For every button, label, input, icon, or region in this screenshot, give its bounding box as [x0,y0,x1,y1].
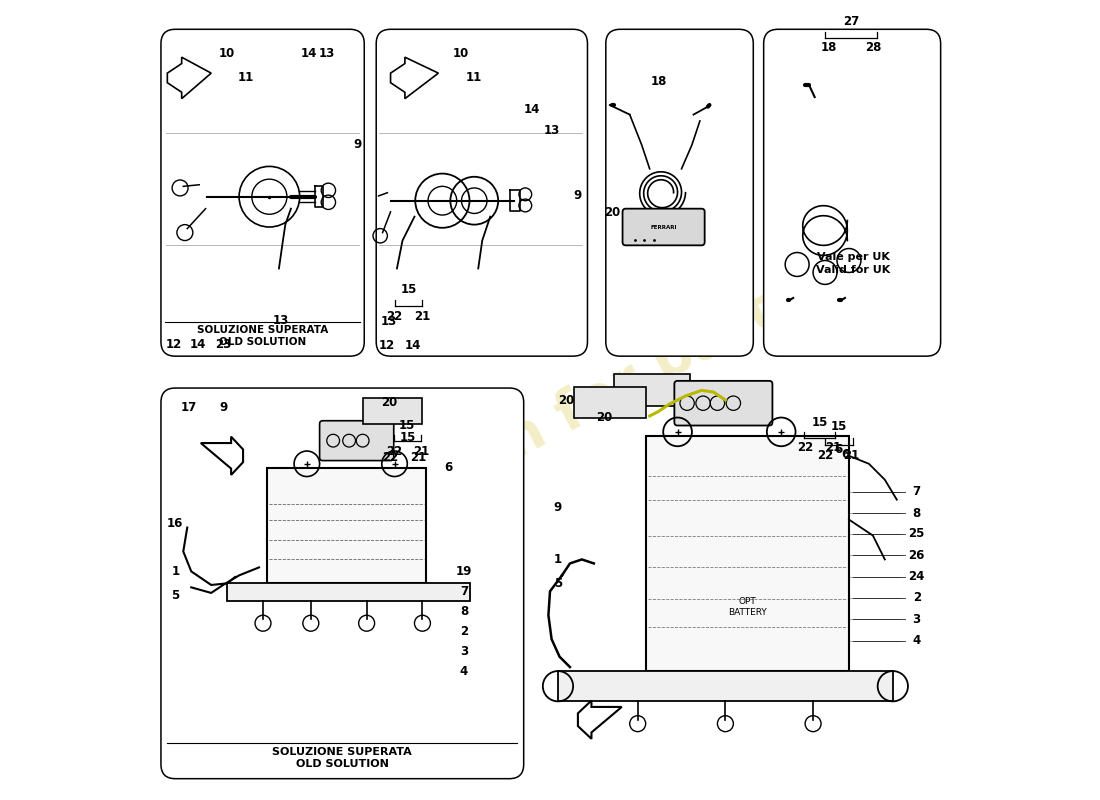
Text: 24: 24 [909,570,925,583]
Polygon shape [167,57,211,98]
Text: 14: 14 [189,338,206,350]
Text: passion for parts: passion for parts [318,267,814,565]
Text: 16: 16 [167,517,184,530]
Text: 5: 5 [553,577,562,590]
Text: FERRARI: FERRARI [651,225,678,230]
Text: 7: 7 [913,485,921,498]
Text: 7: 7 [460,585,467,598]
Text: 27: 27 [843,15,859,29]
Text: Vale per UK: Vale per UK [816,251,890,262]
Text: 20: 20 [558,394,574,406]
Polygon shape [578,701,621,739]
Text: 11: 11 [466,70,483,84]
Polygon shape [201,437,243,475]
Text: SOLUZIONE SUPERATA: SOLUZIONE SUPERATA [197,325,328,335]
Text: SOLUZIONE SUPERATA: SOLUZIONE SUPERATA [273,747,412,758]
Bar [646,436,849,671]
Bar [227,583,471,601]
Text: 22: 22 [817,450,833,462]
Text: OLD SOLUTION: OLD SOLUTION [296,759,388,770]
Text: 1: 1 [554,553,562,566]
Text: 21: 21 [844,450,859,462]
FancyBboxPatch shape [161,30,364,356]
Text: 3: 3 [913,613,921,626]
Bar [558,671,893,702]
Text: 22: 22 [386,310,403,322]
Text: 14: 14 [300,46,317,60]
Text: 13: 13 [543,124,560,137]
Text: 13: 13 [381,315,397,328]
Text: 10: 10 [452,46,469,60]
Text: 25: 25 [909,527,925,541]
Text: 1: 1 [172,565,179,578]
Text: 10: 10 [219,46,235,60]
Text: 4: 4 [460,665,467,678]
Text: 11: 11 [238,70,254,84]
Text: 15: 15 [812,416,827,429]
Text: 15: 15 [830,421,847,434]
Text: 12: 12 [378,339,395,352]
Text: 21: 21 [825,442,842,454]
FancyBboxPatch shape [763,30,940,356]
Text: 20: 20 [381,396,397,409]
Text: 14: 14 [405,339,421,352]
Text: 23: 23 [214,338,231,350]
Text: 21: 21 [415,310,430,322]
Text: 18: 18 [821,41,837,54]
Text: 14: 14 [524,102,540,115]
Text: 6: 6 [835,443,843,456]
Text: 21: 21 [410,451,427,464]
Text: 15: 15 [400,283,417,296]
Text: 20: 20 [596,411,613,424]
Text: OLD SOLUTION: OLD SOLUTION [219,337,306,347]
Polygon shape [390,57,439,98]
FancyBboxPatch shape [161,388,524,778]
Text: 2: 2 [460,625,467,638]
Text: 20: 20 [604,206,620,219]
Bar [363,398,422,424]
Text: 13: 13 [319,46,334,60]
Text: 4: 4 [913,634,921,647]
Text: 6: 6 [444,462,453,474]
Text: 22: 22 [386,446,403,458]
Text: Valid for UK: Valid for UK [816,265,890,275]
Text: 13: 13 [273,314,288,326]
Text: 18: 18 [651,74,668,88]
FancyBboxPatch shape [674,381,772,426]
Text: 9: 9 [553,501,562,514]
Bar [574,387,646,418]
FancyBboxPatch shape [606,30,754,356]
Text: 9: 9 [573,190,581,202]
Text: 19: 19 [455,565,472,578]
Text: 22: 22 [798,442,813,454]
Text: 2: 2 [913,591,921,604]
FancyBboxPatch shape [376,30,587,356]
FancyBboxPatch shape [614,374,690,406]
Text: 12: 12 [166,338,182,350]
FancyBboxPatch shape [623,209,705,246]
Text: 15: 15 [400,431,416,444]
Text: 3: 3 [460,645,467,658]
Text: 9: 9 [353,138,361,151]
Text: 8: 8 [460,605,467,618]
Text: 26: 26 [909,549,925,562]
FancyBboxPatch shape [320,421,394,461]
Text: 28: 28 [865,41,881,54]
Text: OPT
BATTERY: OPT BATTERY [728,598,767,618]
Text: 9: 9 [219,402,228,414]
Text: 22: 22 [383,451,398,464]
Text: 5: 5 [172,589,179,602]
Text: 6: 6 [840,448,849,461]
Text: 8: 8 [913,506,921,520]
Text: 21: 21 [412,446,429,458]
Bar [267,468,427,583]
Text: 15: 15 [399,419,416,432]
Text: 17: 17 [180,402,197,414]
